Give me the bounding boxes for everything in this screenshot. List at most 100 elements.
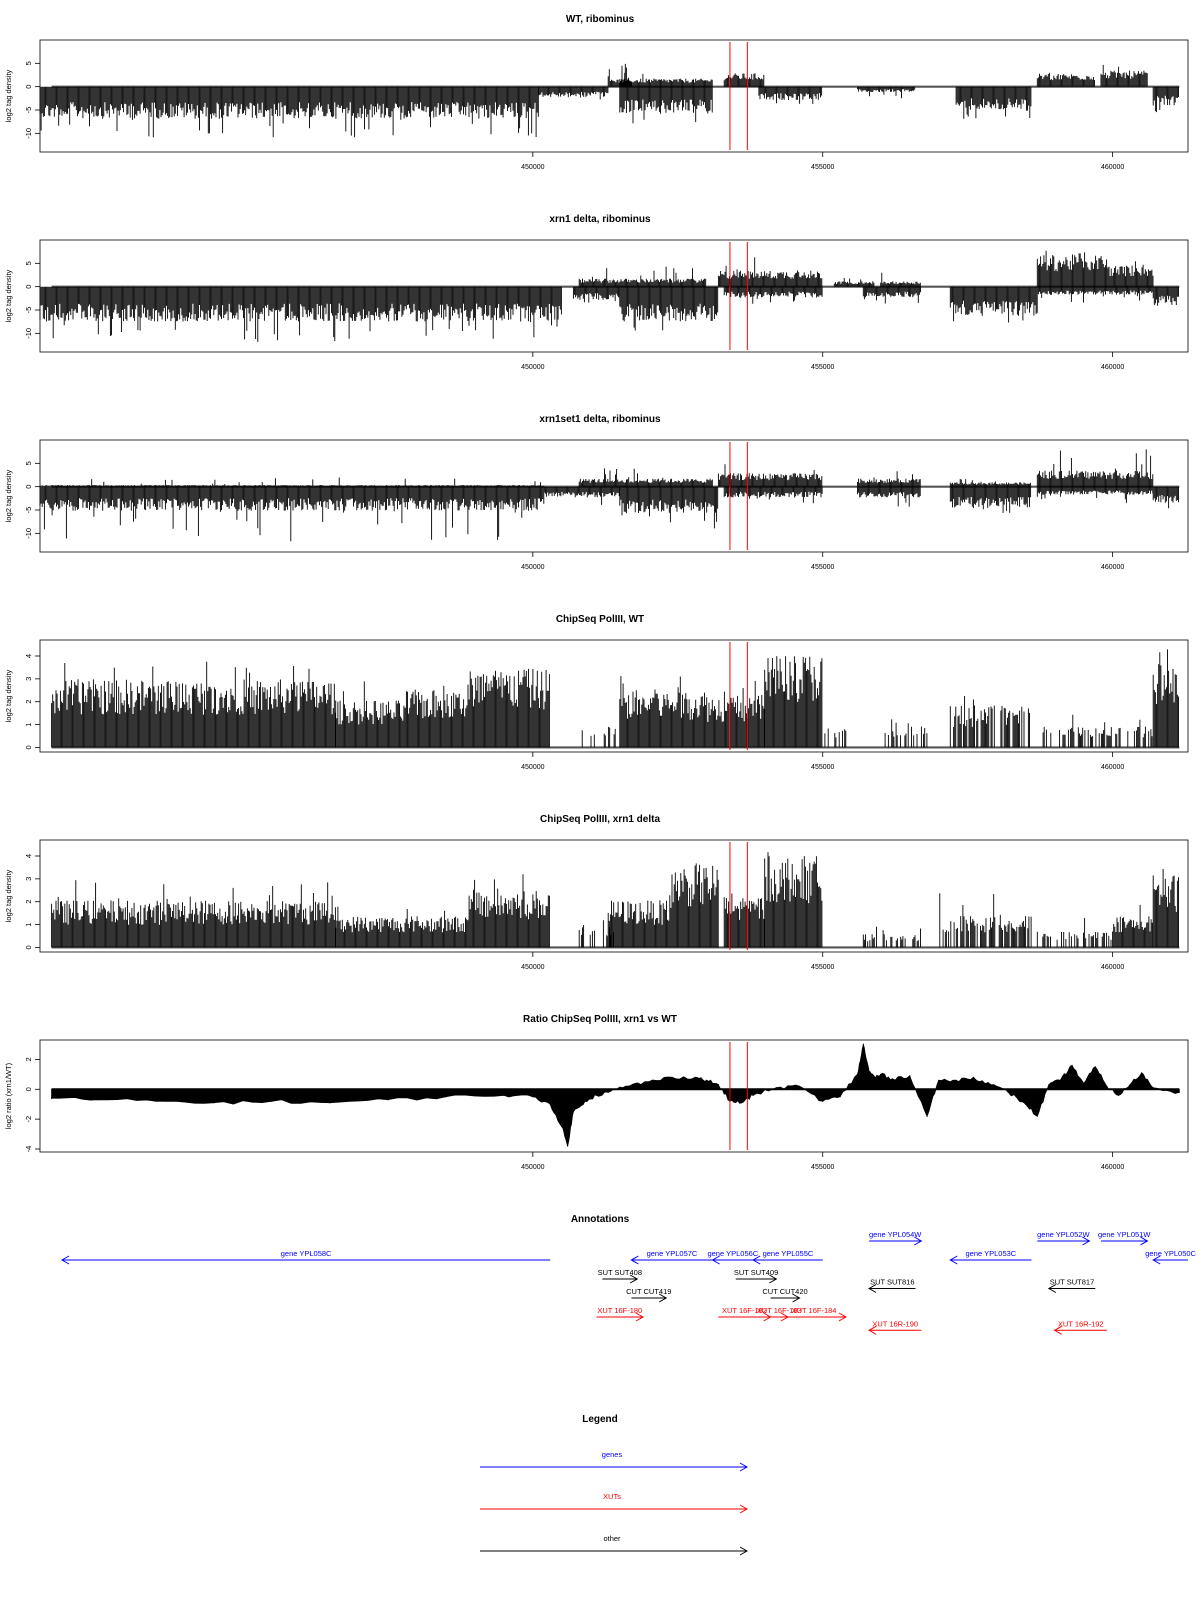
annotation-feature: XUT 16F-180: [596, 1306, 644, 1322]
data-point: [271, 1100, 273, 1102]
annotation-feature: gene YPL057C: [630, 1249, 713, 1265]
annotation-feature: SUT SUT408: [598, 1268, 642, 1284]
feature-label: gene YPL051W: [1098, 1230, 1151, 1239]
y-axis-label: log2 ratio (xrn1/WT): [4, 1062, 13, 1129]
data-point: [584, 1100, 586, 1102]
data-point: [752, 1094, 754, 1096]
data-point: [329, 1102, 331, 1104]
data-point: [955, 1079, 957, 1081]
data-point: [862, 1043, 864, 1046]
annotation-feature: CUT CUT420: [762, 1287, 808, 1303]
feature-label: SUT SUT409: [734, 1268, 778, 1277]
arrow-icon: [1152, 1255, 1161, 1265]
x-tick-label: 450000: [521, 364, 544, 371]
y-tick-label: 1: [24, 722, 33, 726]
plot-frame: [39, 1039, 1189, 1153]
data-marks: [51, 649, 1180, 749]
feature-label: XUT 16F-180: [597, 1306, 642, 1315]
arrow-icon: [792, 1293, 801, 1303]
y-tick-label: -5: [24, 307, 33, 314]
x-tick-label: 455000: [811, 764, 834, 771]
y-tick-label: -5: [24, 107, 33, 114]
data-point: [561, 1126, 563, 1128]
chart-panel-4: ChipSeq PolIII, WT log2 tag density 0 1 2 3 4 4…: [4, 614, 1189, 771]
arrow-icon: [739, 1504, 749, 1514]
y-tick-label: 5: [24, 61, 33, 65]
annotation-feature: gene YPL052W: [1037, 1230, 1090, 1246]
feature-label: XUT 16R-190: [872, 1319, 918, 1328]
annotation-feature: CUT CUT419: [626, 1287, 671, 1303]
chart-panel-3: xrn1set1 delta, ribominus log2 tag densit…: [4, 414, 1189, 571]
feature-label: CUT CUT419: [626, 1287, 671, 1296]
feature-label: gene YPL050C: [1145, 1249, 1196, 1258]
data-point: [671, 1076, 673, 1078]
arrow-icon: [1140, 1236, 1149, 1246]
x-tick-label: 460000: [1101, 1164, 1124, 1171]
data-point: [990, 1084, 992, 1086]
x-tick-label: 460000: [1101, 764, 1124, 771]
signal-bars: [51, 852, 1179, 948]
y-tick-label: 0: [24, 745, 33, 749]
data-point: [839, 1096, 841, 1098]
annotation-feature: gene YPL058C: [60, 1249, 551, 1265]
y-tick-label: 1: [24, 922, 33, 926]
arrow-icon: [629, 1274, 639, 1284]
annotation-feature: SUT SUT817: [1047, 1278, 1096, 1293]
data-point: [1036, 1115, 1038, 1117]
chart-panel-2: xrn1 delta, ribominus log2 tag density -10…: [4, 214, 1189, 371]
annotation-feature: gene YPL054W: [869, 1230, 922, 1246]
data-point: [1141, 1072, 1143, 1074]
annotation-feature: SUT SUT816: [868, 1278, 916, 1293]
feature-label: CUT CUT420: [762, 1287, 807, 1296]
data-point: [97, 1099, 99, 1101]
plot-frame: [39, 839, 1189, 953]
data-point: [822, 1100, 824, 1102]
legend-item: other: [480, 1534, 749, 1556]
x-tick-label: 460000: [1101, 564, 1124, 571]
data-marks: [39, 63, 1180, 138]
y-tick-label: -5: [24, 507, 33, 514]
chart-title: ChipSeq PolIII, xrn1 delta: [540, 814, 660, 825]
feature-label: XUT 16F-184: [792, 1306, 837, 1315]
y-tick-label: -10: [24, 328, 33, 339]
annotation-feature: gene YPL055C: [752, 1249, 823, 1265]
plot-frame: [39, 439, 1189, 553]
x-tick-label: 455000: [811, 164, 834, 171]
y-axis-label: log2 tag density: [4, 869, 13, 922]
y-tick-label: 3: [24, 677, 33, 681]
x-tick-label: 450000: [521, 564, 544, 571]
data-point: [503, 1094, 505, 1096]
data-point: [868, 1070, 870, 1072]
data-point: [624, 1085, 627, 1087]
y-axis-label: log2 tag density: [4, 669, 13, 722]
arrow-icon: [739, 1462, 749, 1472]
data-point: [572, 1111, 575, 1113]
arrow-icon: [752, 1255, 761, 1265]
legend-label: XUTs: [603, 1492, 621, 1501]
data-point: [1106, 1085, 1108, 1087]
data-point: [1094, 1066, 1096, 1068]
arrow-icon: [868, 1284, 877, 1293]
data-point: [607, 1091, 609, 1093]
arrow-icon: [763, 1312, 772, 1322]
x-tick-label: 455000: [811, 364, 834, 371]
annotation-feature: XUT 16R-190: [868, 1319, 922, 1335]
data-point: [798, 1085, 801, 1087]
arrow-icon: [635, 1312, 644, 1322]
y-tick-label: -10: [24, 128, 33, 139]
data-point: [1025, 1103, 1027, 1105]
annotation-feature: gene YPL053C: [949, 1249, 1032, 1265]
annotation-feature: XUT 16R-192: [1053, 1319, 1107, 1335]
feature-label: XUT 16F-183: [757, 1306, 802, 1315]
annotation-feature: gene YPL050C: [1145, 1249, 1197, 1265]
x-tick-label: 460000: [1101, 964, 1124, 971]
data-point: [880, 1073, 882, 1075]
data-point: [1083, 1082, 1085, 1084]
signal-bars: [39, 63, 1179, 138]
data-point: [926, 1115, 928, 1117]
feature-label: gene YPL052W: [1037, 1230, 1090, 1239]
arrow-icon: [949, 1255, 958, 1265]
data-marks: [39, 250, 1180, 342]
legend-item: genes: [480, 1450, 749, 1472]
chart-panel-1: WT, ribominus log2 tag density -10 -5 0 5 4500…: [4, 14, 1189, 171]
